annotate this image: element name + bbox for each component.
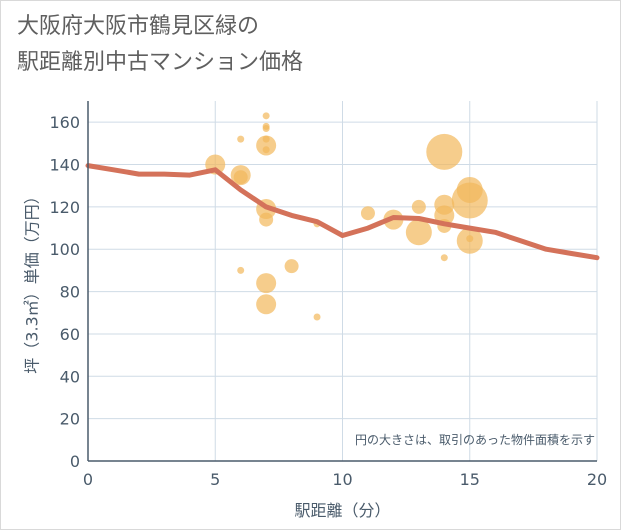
- y-tick-label: 0: [70, 452, 80, 471]
- chart-title-line-2: 駅距離別中古マンション価格: [17, 50, 304, 75]
- grid-lines: [88, 101, 598, 461]
- chart-title-line-1: 大阪府大阪市鶴見区緑の: [17, 14, 260, 39]
- y-tick-label: 120: [49, 198, 80, 217]
- y-tick-label: 40: [60, 367, 80, 386]
- scatter-bubble: [256, 135, 277, 156]
- scatter-bubble: [262, 112, 270, 120]
- scatter-bubble: [237, 135, 245, 143]
- y-tick-label: 60: [60, 325, 80, 344]
- tick-labels: 0 20 40 60 80 100 120 140 160 0 5 10 15 20: [49, 113, 607, 489]
- y-tick-label: 80: [60, 283, 80, 302]
- scatter-bubble: [451, 182, 488, 219]
- x-tick-label: 10: [332, 470, 352, 489]
- scatter-bubble: [256, 273, 277, 294]
- scatter-bubble: [262, 125, 270, 133]
- x-axis-label: 駅距離（分）: [294, 501, 390, 520]
- x-tick-label: 0: [83, 470, 93, 489]
- trend-line-group: [85, 163, 600, 261]
- average-price-line: [85, 163, 600, 261]
- scatter-bubble: [256, 294, 277, 315]
- scatter-bubble: [466, 235, 474, 243]
- y-tick-label: 100: [49, 240, 80, 259]
- bubble-size-note: 円の大きさは、取引のあった物件面積を示す: [355, 432, 595, 447]
- axes: [87, 101, 597, 462]
- x-tick-label: 15: [460, 470, 480, 489]
- scatter-bubble: [262, 146, 270, 154]
- y-axis-label: 坪（3.3㎡）単価（万円）: [23, 188, 42, 373]
- chart-title: 大阪府大阪市鶴見区緑の 駅距離別中古マンション価格: [17, 9, 303, 81]
- y-tick-label: 140: [49, 156, 80, 175]
- scatter-bubble: [426, 133, 463, 170]
- scatter-bubble: [313, 313, 321, 321]
- bubbles: [205, 112, 488, 321]
- x-tick-label: 5: [210, 470, 220, 489]
- scatter-bubble: [284, 259, 299, 274]
- y-tick-label: 160: [49, 113, 80, 132]
- scatter-bubble: [440, 254, 448, 262]
- scatter-bubble: [360, 206, 375, 221]
- scatter-bubble: [259, 212, 274, 227]
- x-tick-label: 20: [587, 470, 607, 489]
- scatter-bubble: [405, 219, 432, 246]
- y-tick-label: 20: [60, 410, 80, 429]
- scatter-bubble: [237, 266, 245, 274]
- scatter-bubble: [411, 199, 426, 214]
- scatter-bubble: [233, 170, 248, 185]
